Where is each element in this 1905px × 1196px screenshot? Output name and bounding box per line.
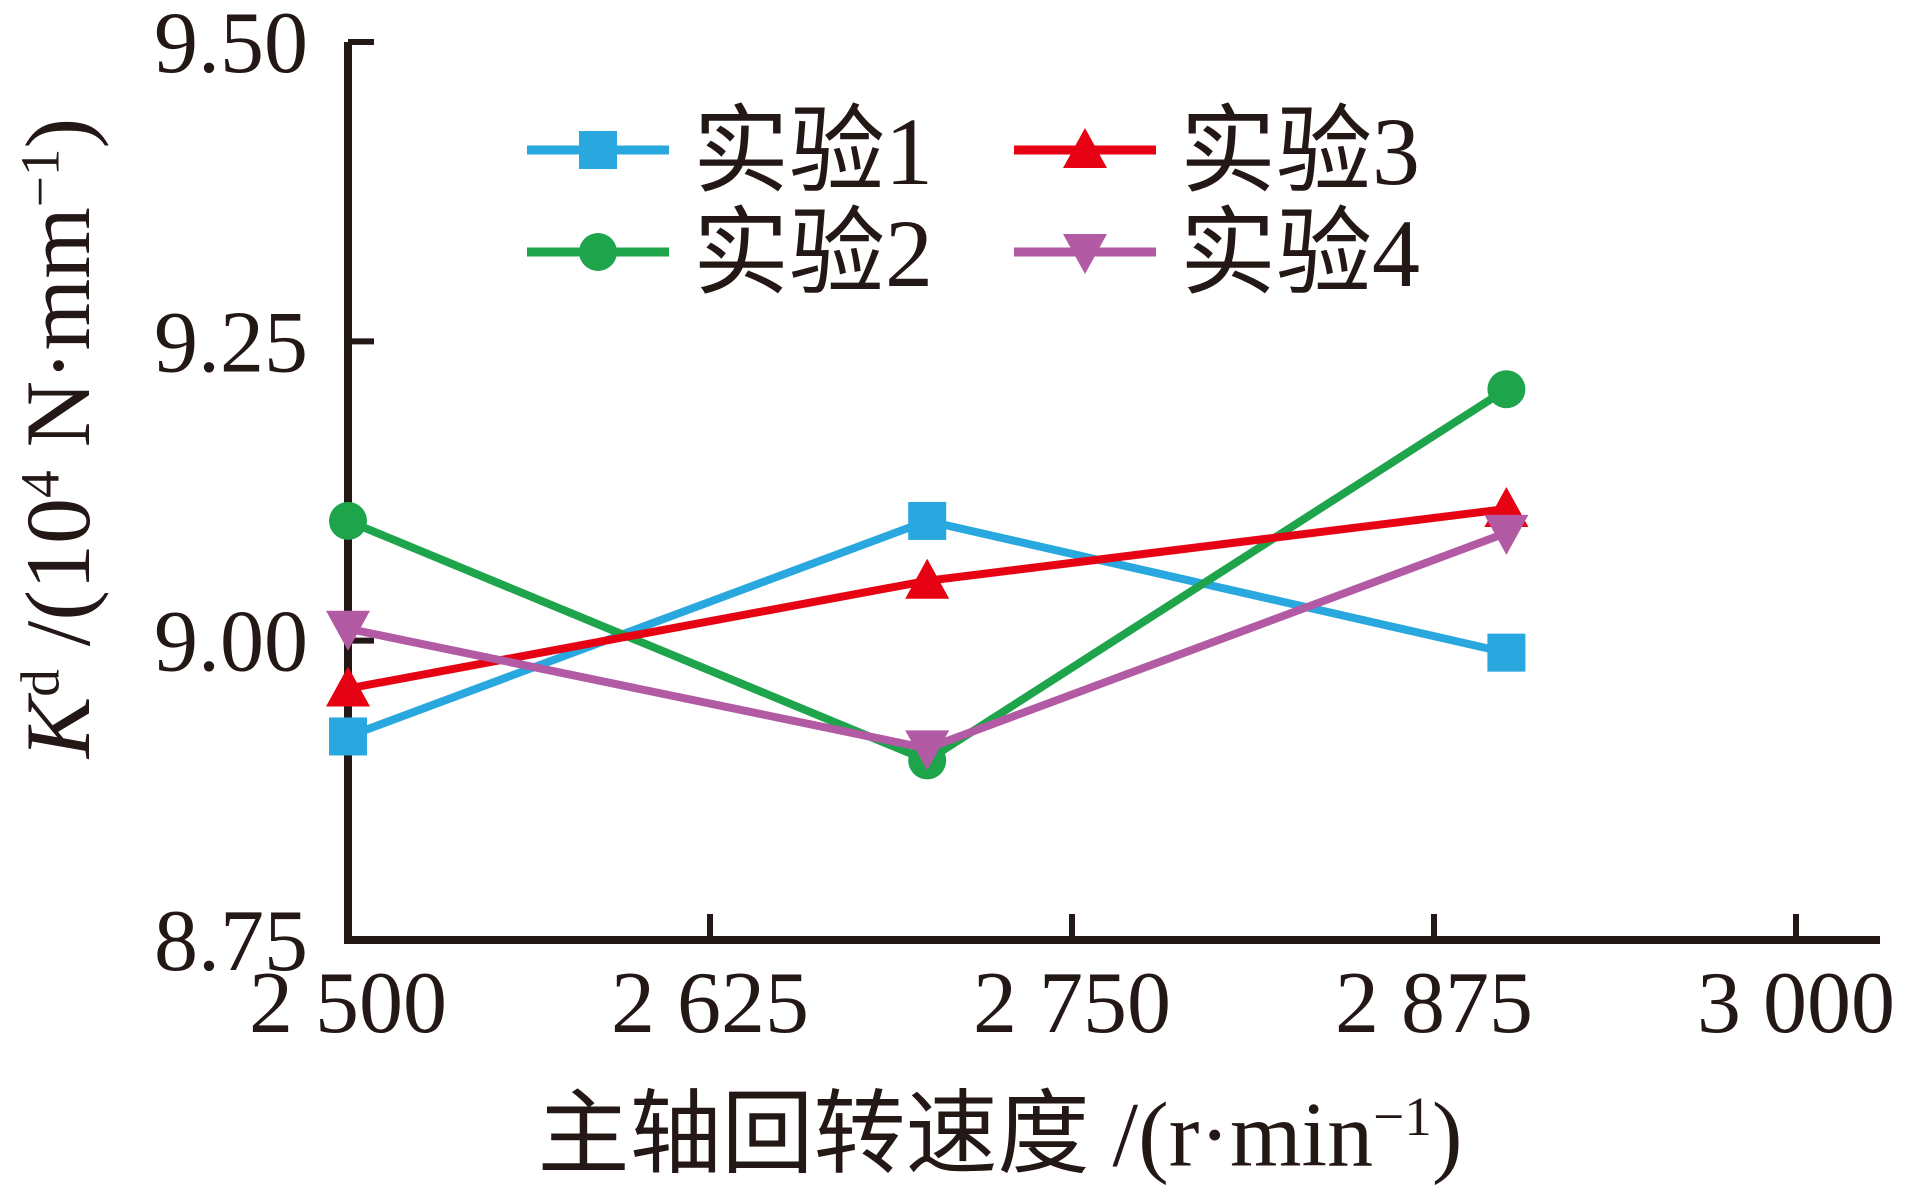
legend-marker-triangle-down xyxy=(1063,234,1107,274)
series-3-point xyxy=(905,558,950,599)
x-axis-title-superscript: −1 xyxy=(1373,1086,1432,1148)
y-axis-variable: K xyxy=(7,696,109,759)
x-axis-title-base: 主轴回转速度 /(r·min xyxy=(537,1083,1374,1186)
legend-label: 实验2 xyxy=(693,200,933,307)
y-axis-title: Kd /(104 N·mm−1) xyxy=(5,118,111,758)
series-1-point xyxy=(908,501,947,540)
series-3-point xyxy=(326,666,370,707)
legend-label: 实验3 xyxy=(1180,98,1420,205)
series-2-point xyxy=(329,501,367,540)
series-4-point xyxy=(1484,514,1529,555)
x-axis-title: 主轴回转速度 /(r·min−1) xyxy=(538,1060,1463,1193)
series-1-point xyxy=(1487,633,1526,672)
series-line-1 xyxy=(346,516,1508,741)
y-axis-power-superscript: 4 xyxy=(9,470,71,498)
y-tick-label: 9.50 xyxy=(154,0,308,92)
x-tick-label: 3 000 xyxy=(1697,955,1895,1052)
legend-label: 实验4 xyxy=(1180,200,1420,307)
legend-marker-square xyxy=(579,131,617,169)
axis-lines xyxy=(344,42,1880,944)
series-4-point xyxy=(326,610,370,651)
series-4-point xyxy=(905,730,950,771)
legend-marker-circle xyxy=(579,233,617,271)
x-tick-label: 2 625 xyxy=(611,955,809,1052)
y-axis-close-paren: ) xyxy=(7,117,109,149)
y-axis-unit: N·mm xyxy=(7,207,109,471)
y-axis-unit-superscript: −1 xyxy=(9,148,71,208)
x-axis-close-paren: ) xyxy=(1431,1083,1463,1186)
legend-label: 实验1 xyxy=(693,98,933,205)
y-tick-label: 8.75 xyxy=(154,893,308,990)
y-axis-variable-superscript: d xyxy=(9,669,71,697)
x-tick-label: 2 750 xyxy=(973,955,1171,1052)
y-axis-divider: /(10 xyxy=(7,497,109,670)
series-1-point xyxy=(329,717,367,756)
series-2-point xyxy=(1487,370,1526,409)
y-tick-label: 9.00 xyxy=(154,594,308,691)
legend-marker-triangle-up xyxy=(1063,128,1107,168)
x-tick-label: 2 500 xyxy=(249,955,447,1052)
x-tick-label: 2 875 xyxy=(1335,955,1533,1052)
y-tick-label: 9.25 xyxy=(154,294,308,391)
